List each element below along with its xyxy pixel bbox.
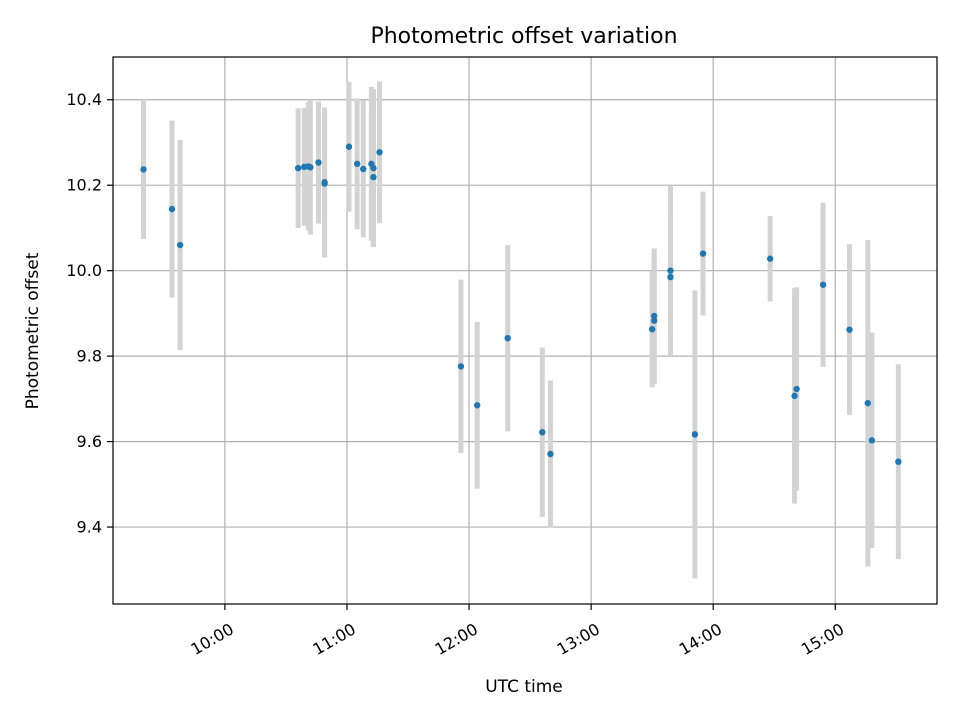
data-point: [791, 392, 798, 400]
data-point: [648, 326, 656, 333]
data-point: [370, 173, 377, 181]
data-point: [864, 399, 872, 407]
x-tick-label: 11:00: [310, 619, 359, 659]
data-point: [846, 326, 853, 333]
data-point: [650, 317, 658, 324]
data-point: [370, 164, 377, 172]
y-tick-label: 9.4: [77, 518, 102, 537]
data-point: [376, 149, 383, 156]
data-point: [176, 241, 184, 249]
data-point: [360, 165, 367, 173]
data-point: [766, 255, 774, 262]
data-point: [793, 385, 800, 393]
data-point: [353, 160, 361, 168]
grid: [113, 57, 937, 604]
y-tick-label: 9.6: [77, 432, 102, 451]
x-tick-label: 12:00: [432, 619, 481, 659]
data-point: [868, 437, 876, 444]
data-point: [345, 143, 353, 150]
chart-title: Photometric offset variation: [370, 24, 677, 49]
x-axis-ticks: 10:00 11:00 12:00 13:00 14:00 15:00: [187, 604, 847, 659]
data-point: [315, 159, 322, 166]
x-tick-label: 10:00: [187, 619, 236, 659]
data-point: [650, 312, 658, 320]
y-axis-ticks: 9.4 9.6 9.8 10.0 10.2 10.4: [66, 90, 113, 537]
data-point: [321, 179, 328, 186]
data-point: [895, 458, 902, 465]
data-point: [294, 164, 302, 172]
y-tick-label: 10.2: [66, 176, 102, 195]
y-tick-label: 10.4: [66, 90, 102, 109]
y-tick-label: 10.0: [66, 261, 102, 280]
y-axis-label: Photometric offset: [23, 252, 43, 409]
x-tick-label: 15:00: [798, 619, 847, 659]
x-axis-label: UTC time: [485, 677, 563, 697]
error-bars: [141, 81, 901, 579]
data-point: [457, 363, 465, 370]
data-point: [504, 334, 511, 342]
x-tick-label: 14:00: [676, 619, 725, 659]
data-point: [819, 281, 827, 288]
data-point: [667, 267, 674, 274]
x-tick-label: 13:00: [554, 619, 603, 659]
data-point: [699, 250, 707, 257]
y-tick-label: 9.8: [77, 347, 102, 366]
data-point: [473, 402, 481, 409]
data-point: [539, 429, 546, 436]
data-point: [168, 205, 176, 213]
data-point: [667, 273, 674, 281]
data-point: [547, 450, 554, 458]
plot-frame: [112, 56, 938, 605]
data-point: [307, 164, 314, 171]
data-point: [140, 166, 147, 173]
data-point: [691, 431, 699, 438]
data-points: [140, 143, 902, 465]
